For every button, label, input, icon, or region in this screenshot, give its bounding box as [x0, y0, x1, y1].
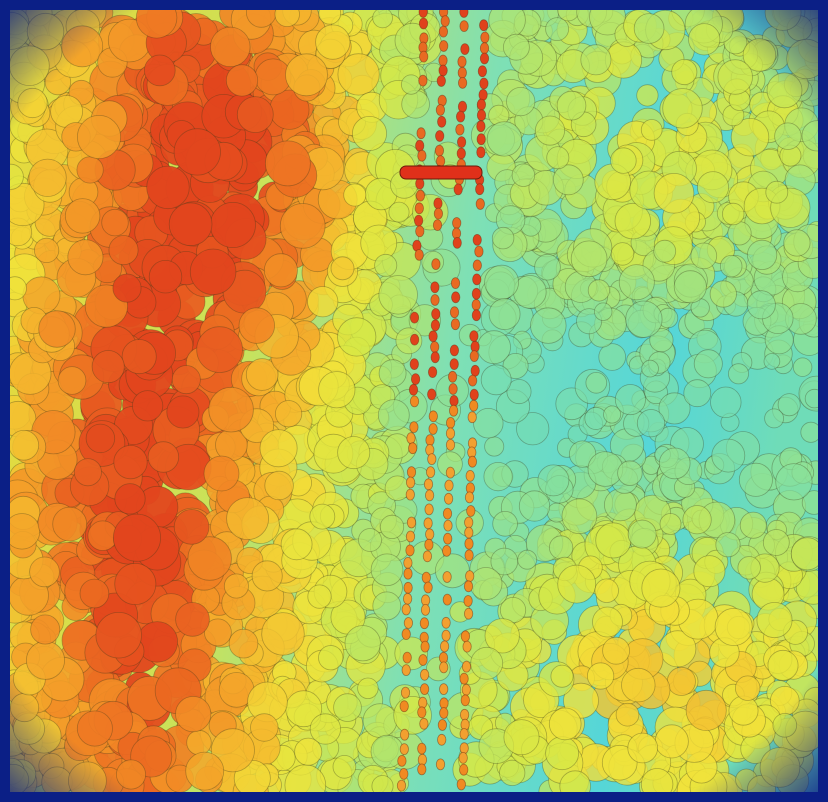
frame-vignette — [0, 0, 828, 802]
lidar-height-map — [0, 0, 828, 802]
map-frame — [0, 0, 828, 802]
